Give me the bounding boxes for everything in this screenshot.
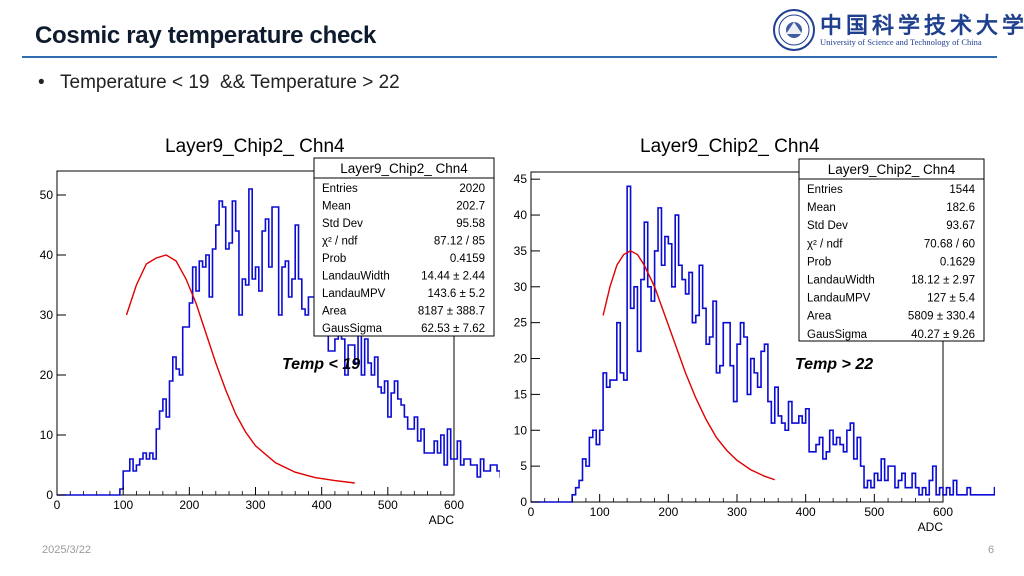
stats-value: 0.4159 [450, 253, 485, 265]
histogram-left-svg: Layer9_Chip2_ Chn4 0 100 200 300 400 500 600 0 10… [40, 136, 500, 527]
y-tick-label: 35 [514, 244, 528, 258]
stats-label: GausSigma [807, 329, 868, 341]
y-tick-label: 5 [520, 459, 527, 473]
x-axis-label: ADC [429, 513, 455, 527]
stats-label: χ² / ndf [322, 236, 358, 248]
university-seal-icon [773, 9, 815, 51]
bullet-item: • Temperature < 19 && Temperature > 22 [38, 72, 400, 94]
stats-box [798, 158, 985, 342]
histogram-series [531, 185, 995, 503]
stats-label: Mean [807, 202, 836, 214]
stats-label: Std Dev [807, 220, 848, 232]
stats-label: GausSigma [322, 323, 383, 335]
temperature-annotation: Temp < 19 [282, 356, 360, 373]
stats-value: 5809 ± 330.4 [908, 311, 976, 323]
histogram-right: Layer9_Chip2_ Chn4 0 100 200 300 400 500 600 0 5 1… [505, 128, 995, 533]
chart-title: Layer9_Chip2_ Chn4 [165, 136, 345, 157]
y-tick-label: 40 [514, 208, 528, 222]
stats-label: Std Dev [322, 218, 363, 230]
stats-value: 202.7 [456, 201, 485, 213]
x-tick-label: 0 [528, 505, 535, 519]
stats-label: LandauMPV [322, 288, 386, 300]
x-tick-label: 500 [378, 498, 398, 512]
fit-curve [602, 250, 775, 481]
y-tick-label: 0 [46, 488, 53, 502]
x-tick-label: 600 [933, 505, 953, 519]
stats-value: 87.12 / 85 [434, 236, 485, 248]
x-tick-label: 100 [590, 505, 610, 519]
university-name-en: University of Science and Technology of … [820, 37, 982, 47]
x-tick-label: 600 [444, 498, 464, 512]
stats-label: LandauWidth [322, 271, 390, 283]
fit-curve [125, 254, 355, 484]
y-tick-label: 10 [40, 428, 54, 442]
y-tick-label: 15 [514, 387, 528, 401]
stats-value: 93.67 [946, 220, 975, 232]
stats-value: 40.27 ± 9.26 [911, 329, 975, 341]
x-tick-label: 400 [312, 498, 332, 512]
stats-label: χ² / ndf [807, 238, 843, 250]
y-tick-label: 45 [514, 172, 528, 186]
stats-label: Area [807, 311, 832, 323]
y-tick-label: 20 [40, 368, 54, 382]
university-logo: 中国科学技术大学 University of Science and Techn… [772, 8, 1024, 52]
page-number: 6 [988, 544, 995, 556]
stats-value: 8187 ± 388.7 [418, 306, 485, 318]
stats-value: 2020 [459, 183, 485, 195]
x-tick-label: 500 [864, 505, 884, 519]
stats-value: 0.1629 [940, 256, 975, 268]
x-tick-label: 200 [658, 505, 678, 519]
footer-date: 2025/3/22 [42, 544, 91, 556]
stats-label: Entries [807, 184, 843, 196]
stats-title: Layer9_Chip2_ Chn4 [828, 162, 956, 177]
stats-label: Prob [322, 253, 346, 265]
histogram-left: Layer9_Chip2_ Chn4 0 100 200 300 400 500 600 0 10… [20, 128, 500, 533]
stats-value: 62.53 ± 7.62 [421, 323, 485, 335]
y-tick-label: 25 [514, 316, 528, 330]
stats-value: 182.6 [946, 202, 975, 214]
stats-label: LandauWidth [807, 275, 875, 287]
stats-value: 18.12 ± 2.97 [911, 275, 975, 287]
title-divider [22, 56, 997, 58]
x-tick-label: 300 [245, 498, 265, 512]
stats-title: Layer9_Chip2_ Chn4 [340, 161, 468, 176]
y-tick-label: 0 [520, 495, 527, 509]
stats-box [313, 157, 495, 337]
stats-value: 95.58 [456, 218, 485, 230]
stats-value: 1544 [949, 184, 975, 196]
x-tick-label: 200 [179, 498, 199, 512]
university-name-cn: 中国科学技术大学 [820, 13, 1024, 39]
y-tick-label: 30 [514, 280, 528, 294]
stats-value: 127 ± 5.4 [927, 293, 975, 305]
stats-label: Entries [322, 183, 358, 195]
x-tick-label: 400 [796, 505, 816, 519]
stats-label: Mean [322, 201, 351, 213]
x-tick-label: 300 [727, 505, 747, 519]
chart-title: Layer9_Chip2_ Chn4 [640, 136, 820, 157]
bullet-dot: • [38, 72, 45, 93]
stats-label: LandauMPV [807, 293, 871, 305]
stats-value: 70.68 / 60 [924, 238, 975, 250]
bullet-text: Temperature < 19 && Temperature > 22 [60, 72, 400, 93]
y-tick-label: 40 [40, 248, 54, 262]
x-axis-label: ADC [918, 520, 944, 533]
stats-label: Prob [807, 256, 831, 268]
y-tick-label: 20 [514, 352, 528, 366]
stats-value: 143.6 ± 5.2 [428, 288, 485, 300]
y-tick-label: 50 [40, 188, 54, 202]
stats-value: 14.44 ± 2.44 [421, 271, 485, 283]
histogram-series [57, 188, 500, 496]
stats-label: Area [322, 306, 347, 318]
temperature-annotation: Temp > 22 [795, 356, 873, 373]
slide-title: Cosmic ray temperature check [35, 22, 377, 49]
x-tick-label: 100 [113, 498, 133, 512]
histogram-right-svg: Layer9_Chip2_ Chn4 0 100 200 300 400 500 600 0 5 1… [514, 136, 995, 533]
x-tick-label: 0 [54, 498, 61, 512]
y-tick-label: 10 [514, 423, 528, 437]
y-tick-label: 30 [40, 308, 54, 322]
